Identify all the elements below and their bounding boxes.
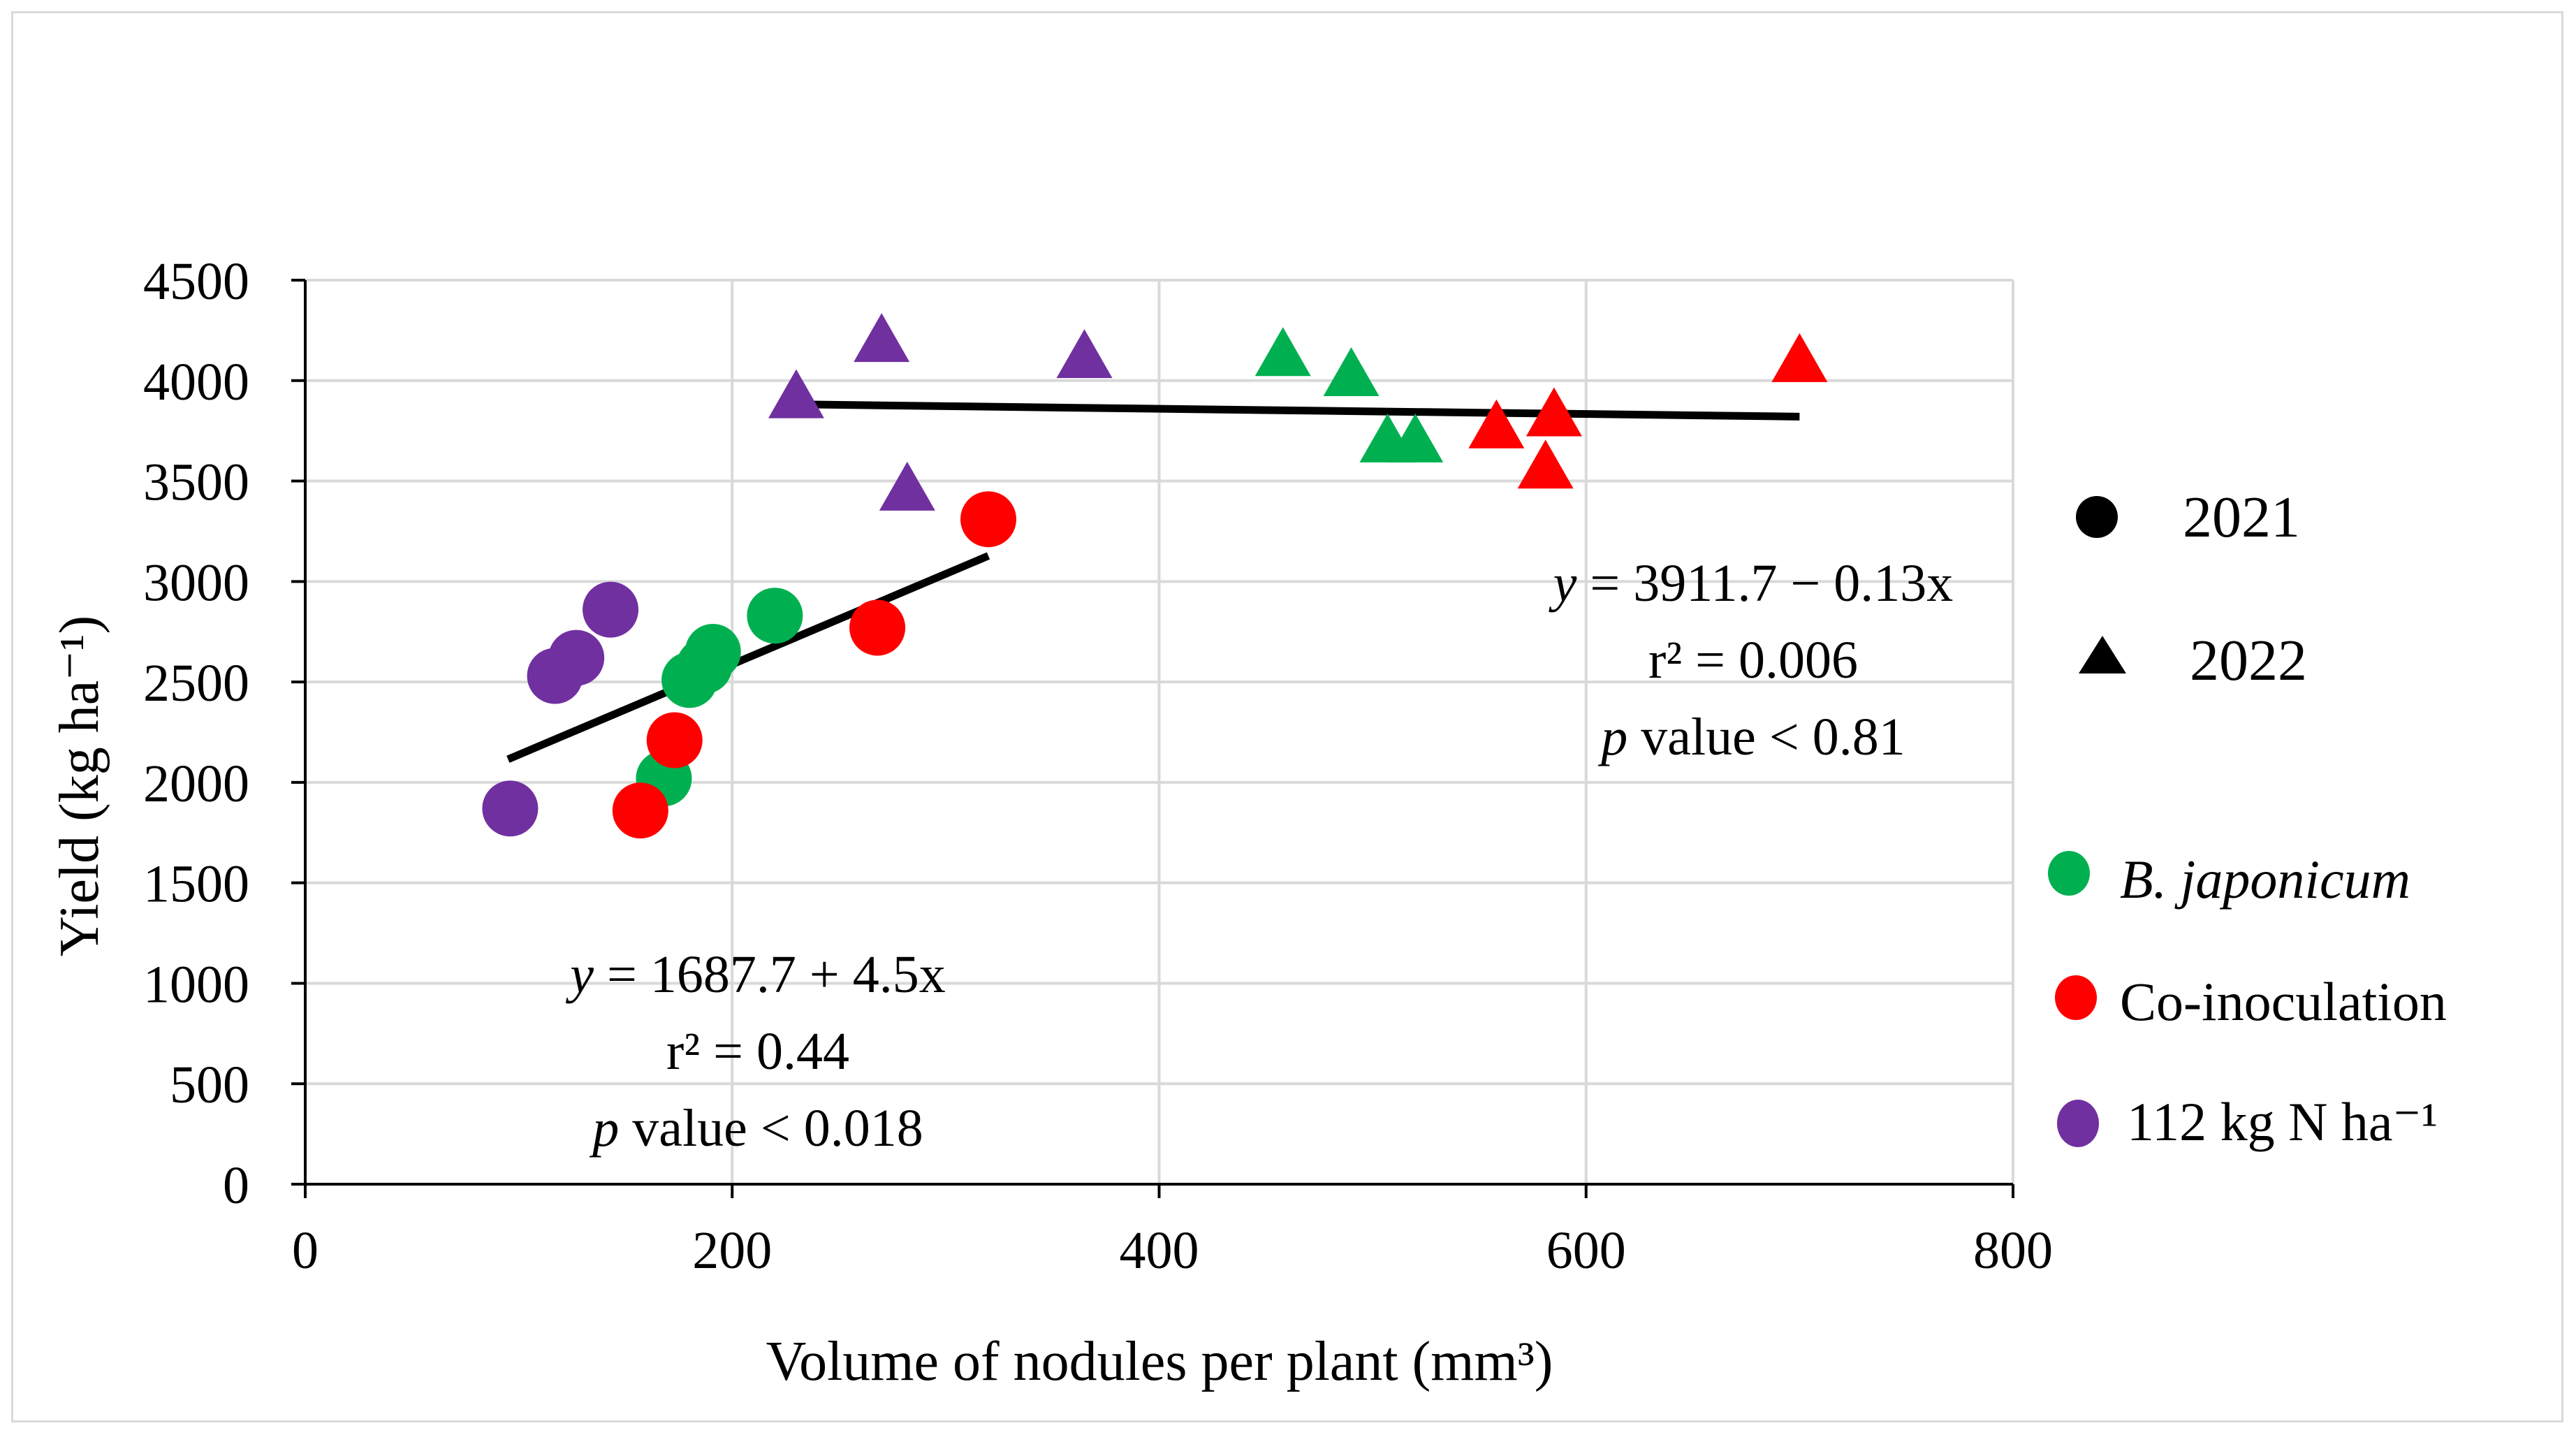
fit-2022-equation: y = 3911.7 − 0.13x [1549,554,1954,613]
legend-marker-co-inoculation [2055,975,2097,1020]
data-point-2022-co_inoculation [1525,387,1582,437]
data-point-2021-co_inoculation [612,782,668,839]
x-tick-label: 0 [292,1221,319,1280]
data-point-2022-b_japonicum [1323,347,1380,397]
y-tick-label: 2000 [143,755,249,813]
fit-2021-equation: y = 1687.7 + 4.5x [565,945,945,1004]
legend-marker-2021 [2076,496,2118,538]
chart-frame [11,11,2563,1422]
x-tick-label: 600 [1546,1221,1626,1280]
data-point-2022-co_inoculation [1468,399,1525,449]
data-point-2022-co_inoculation [1771,333,1828,382]
y-tick-label: 0 [223,1156,249,1215]
legend-marker-2022 [2079,636,2126,673]
data-point-2021-co_inoculation [960,491,1016,548]
y-axis-label: Yield (kg ha⁻¹) [49,615,110,956]
data-point-layer [482,313,1828,839]
data-point-2022-n112 [768,369,824,418]
fit-2022-r2: r² = 0.006 [1648,631,1858,690]
legend-label-2021: 2021 [2183,485,2300,550]
data-point-2022-n112 [1056,329,1113,379]
data-point-2021-b_japonicum [685,623,741,680]
data-point-2021-n112 [482,780,539,837]
x-tick-label: 800 [1973,1221,2053,1280]
legend-label-112-kg-n: 112 kg N ha⁻¹ [2127,1091,2438,1152]
trendline-layer [506,400,1800,763]
legend-label-b-japonicum: B. japonicum [2120,849,2410,910]
legend-marker-112-kg-n [2057,1100,2099,1147]
y-tick-label: 4000 [143,353,249,411]
y-tick-label: 1500 [143,855,249,914]
data-point-2022-co_inoculation [1517,439,1574,489]
data-point-2022-b_japonicum [1387,413,1444,462]
axis-layer: 0 500 1000 1500 2000 2500 3000 3500 4000 4500 0 200… [143,252,2053,1280]
trendline-2022 [796,400,1800,421]
y-tick-label: 4500 [143,252,249,311]
data-point-2021-n112 [548,629,605,686]
data-point-2021-co_inoculation [646,712,703,769]
x-axis-label: Volume of nodules per plant (mm³) [766,1331,1553,1392]
y-tick-label: 1000 [143,955,249,1014]
legend-label-co-inoculation: Co-inoculation [2120,971,2447,1032]
y-tick-label: 3500 [143,453,249,512]
x-tick-label: 400 [1120,1221,1199,1280]
data-point-2022-b_japonicum [1254,327,1311,377]
x-tick-label: 200 [692,1221,772,1280]
grid-layer [305,279,2014,1184]
fit-annotation-2021: y = 1687.7 + 4.5x r² = 0.44 p value < 0.… [565,945,945,1158]
legend-marker-b-japonicum [2048,851,2090,896]
legend-label-2022: 2022 [2190,628,2307,693]
data-point-2022-n112 [879,461,935,511]
legend: 2021 2022 B. japonicum Co-inoculation 11… [2048,485,2447,1152]
data-point-2022-n112 [854,313,910,363]
data-point-2021-b_japonicum [747,588,803,644]
y-tick-label: 3000 [143,553,249,612]
fit-2021-r2: r² = 0.44 [666,1022,849,1081]
data-point-2021-co_inoculation [849,599,906,656]
y-tick-label: 2500 [143,654,249,713]
fit-annotation-2022: y = 3911.7 − 0.13x r² = 0.006 p value < … [1549,554,1954,766]
trendline-2021 [506,552,990,763]
y-tick-label: 500 [170,1056,249,1114]
fit-2022-pvalue: p value < 0.81 [1597,708,1905,766]
data-point-2021-n112 [583,581,639,638]
fit-2021-pvalue: p value < 0.018 [589,1099,923,1158]
